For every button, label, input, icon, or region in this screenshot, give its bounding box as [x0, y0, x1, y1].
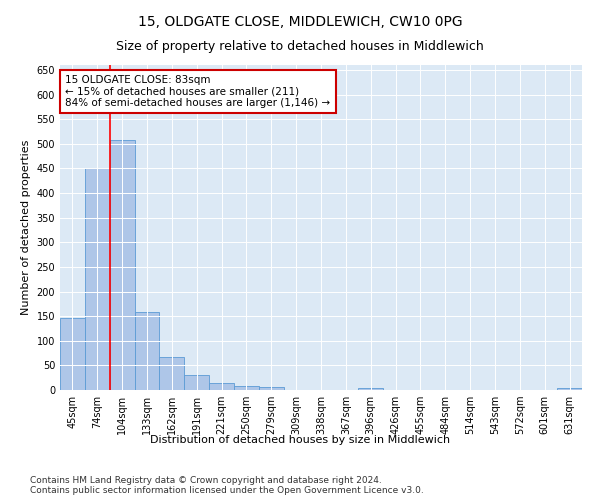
Text: Distribution of detached houses by size in Middlewich: Distribution of detached houses by size …	[150, 435, 450, 445]
Bar	[60, 318, 85, 390]
Bar	[209, 383, 234, 390]
Bar	[184, 375, 209, 390]
Text: Contains HM Land Registry data © Crown copyright and database right 2024.
Contai: Contains HM Land Registry data © Crown c…	[30, 476, 424, 495]
Bar	[234, 386, 259, 390]
Bar	[557, 388, 582, 390]
Text: Size of property relative to detached houses in Middlewich: Size of property relative to detached ho…	[116, 40, 484, 53]
Text: 15, OLDGATE CLOSE, MIDDLEWICH, CW10 0PG: 15, OLDGATE CLOSE, MIDDLEWICH, CW10 0PG	[137, 15, 463, 29]
Text: 15 OLDGATE CLOSE: 83sqm
← 15% of detached houses are smaller (211)
84% of semi-d: 15 OLDGATE CLOSE: 83sqm ← 15% of detache…	[65, 74, 331, 108]
Bar	[358, 388, 383, 390]
Bar	[85, 168, 110, 390]
Y-axis label: Number of detached properties: Number of detached properties	[21, 140, 31, 315]
Bar	[160, 357, 184, 390]
Bar	[134, 312, 160, 390]
Bar	[259, 387, 284, 390]
Bar	[110, 140, 134, 390]
